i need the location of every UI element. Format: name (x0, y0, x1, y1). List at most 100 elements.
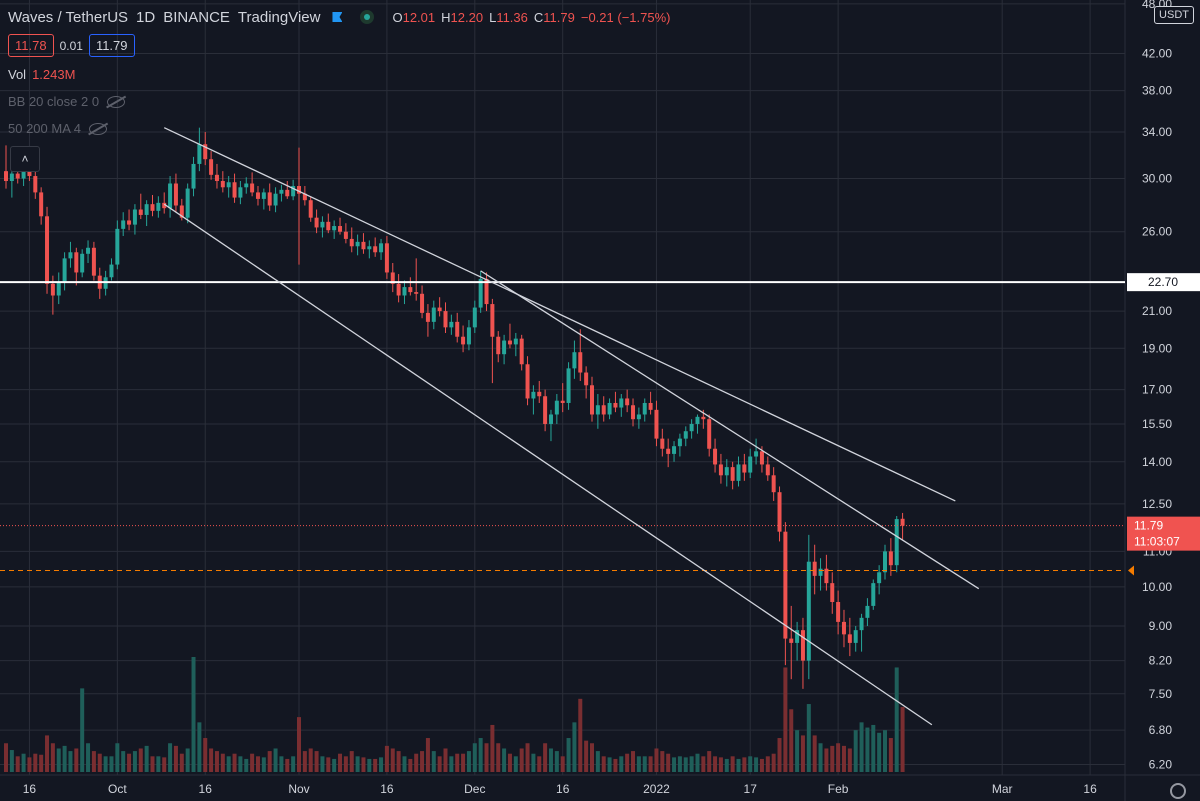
volume-bar (279, 756, 284, 772)
volume-bar (109, 756, 114, 772)
candle-body (496, 336, 501, 355)
volume-bar (33, 753, 38, 772)
volume-bar (771, 753, 776, 772)
hidden-eye-icon[interactable] (107, 95, 126, 108)
volume-bar (56, 748, 61, 772)
candle-body (402, 287, 407, 296)
volume-bar (86, 743, 91, 772)
volume-bar (537, 756, 542, 772)
volume-bar (402, 756, 407, 772)
volume-bar (425, 738, 430, 772)
volume-bar (578, 698, 583, 772)
price-axis[interactable]: 48.00 42.00 38.00 34.00 30.00 26.00 21.00 19.00… (1127, 0, 1200, 772)
candle-body (607, 402, 612, 415)
ohlc-values: O12.01 H12.20 L11.36 C11.79 −0.21 (−1.75%) (392, 10, 676, 25)
volume-bar (343, 756, 348, 772)
volume-bar (132, 751, 137, 772)
candle-body (349, 238, 354, 247)
volume-bar (800, 735, 805, 772)
candle-body (548, 414, 553, 424)
symbol-name[interactable]: Waves / TetherUS (8, 8, 129, 26)
volume-bar (748, 756, 753, 772)
candle-body (490, 304, 495, 337)
market-status-icon[interactable] (360, 10, 375, 24)
currency-label[interactable]: USDT (1154, 6, 1194, 24)
trendline (163, 203, 933, 726)
time-axis[interactable]: 16 Oct 16 Nov 16 Dec 16 2022 17 Feb Mar 16 (23, 782, 1097, 796)
volume-bar (496, 743, 501, 772)
time-tick-label: 16 (556, 782, 570, 796)
time-tick-label: 16 (1083, 782, 1097, 796)
candle-body (789, 638, 794, 643)
volume-legend[interactable]: Vol 1.243M (8, 67, 676, 82)
volume-bar (250, 753, 255, 772)
candle-body (689, 423, 694, 432)
volume-bar (877, 732, 882, 772)
candle-body (191, 163, 196, 189)
volume-bar (244, 758, 249, 772)
volume-bar (338, 753, 343, 772)
candle-body (255, 192, 260, 199)
price-tick-label: 42.00 (1142, 46, 1172, 60)
candle-body (132, 209, 137, 225)
volume-bar (414, 753, 419, 772)
volume-bar (631, 751, 636, 772)
candle-body (156, 202, 161, 211)
volume-bar (548, 748, 553, 772)
candle-body (343, 231, 348, 239)
flag-icon[interactable] (332, 12, 343, 22)
candle-body (560, 400, 565, 403)
indicator-ma[interactable]: 50 200 MA 4 (8, 121, 676, 136)
candle-body (238, 187, 243, 198)
candle-body (625, 398, 630, 406)
gear-icon[interactable] (1170, 783, 1186, 799)
volume-bar (619, 756, 624, 772)
volume-bar (68, 751, 73, 772)
candle-body (636, 414, 641, 420)
drawing-lines[interactable] (0, 127, 1125, 726)
volume-bar (361, 757, 366, 772)
price-tick-label: 30.00 (1142, 172, 1172, 186)
volume-bar (894, 667, 899, 772)
interval[interactable]: 1D (136, 8, 156, 26)
candle-body (379, 243, 384, 253)
candle-body (883, 551, 887, 573)
volume-bar (115, 743, 120, 772)
volume-bar (607, 757, 612, 772)
volume-bar (326, 757, 331, 772)
high-value: 12.20 (450, 9, 484, 25)
volume-bar (297, 717, 301, 772)
buy-price-button[interactable]: 11.79 (88, 34, 135, 57)
candle-body (507, 340, 512, 345)
volume-bar (754, 757, 759, 772)
horizontal-line-price-tag (1127, 273, 1200, 292)
volume-bar (789, 709, 794, 772)
volume-bar (273, 748, 278, 772)
candle-body (572, 352, 577, 369)
volume-bar (461, 753, 466, 772)
indicator-bb[interactable]: BB 20 close 2 0 (8, 94, 676, 109)
candle-body (718, 464, 723, 476)
candle-body (478, 278, 483, 308)
volume-bar (824, 748, 829, 772)
candle-body (414, 292, 419, 294)
candle-body (173, 183, 178, 206)
open-value: 12.01 (402, 9, 436, 25)
candle-body (771, 475, 776, 493)
candle-body (150, 204, 155, 211)
sell-price-button[interactable]: 11.78 (8, 34, 54, 57)
volume-bar (314, 751, 319, 772)
time-tick-label: 16 (199, 782, 213, 796)
candle-body (455, 321, 460, 337)
candle-body (396, 283, 401, 296)
hidden-eye-icon[interactable] (89, 122, 107, 135)
candle-body (209, 159, 214, 175)
candle-body (765, 464, 770, 476)
chevron-up-icon[interactable]: ˄ (10, 146, 40, 172)
volume-bar (531, 753, 536, 772)
candle-body (226, 182, 231, 188)
volume-bar (50, 743, 55, 772)
candle-body (437, 307, 442, 312)
volume-bar (759, 758, 764, 772)
